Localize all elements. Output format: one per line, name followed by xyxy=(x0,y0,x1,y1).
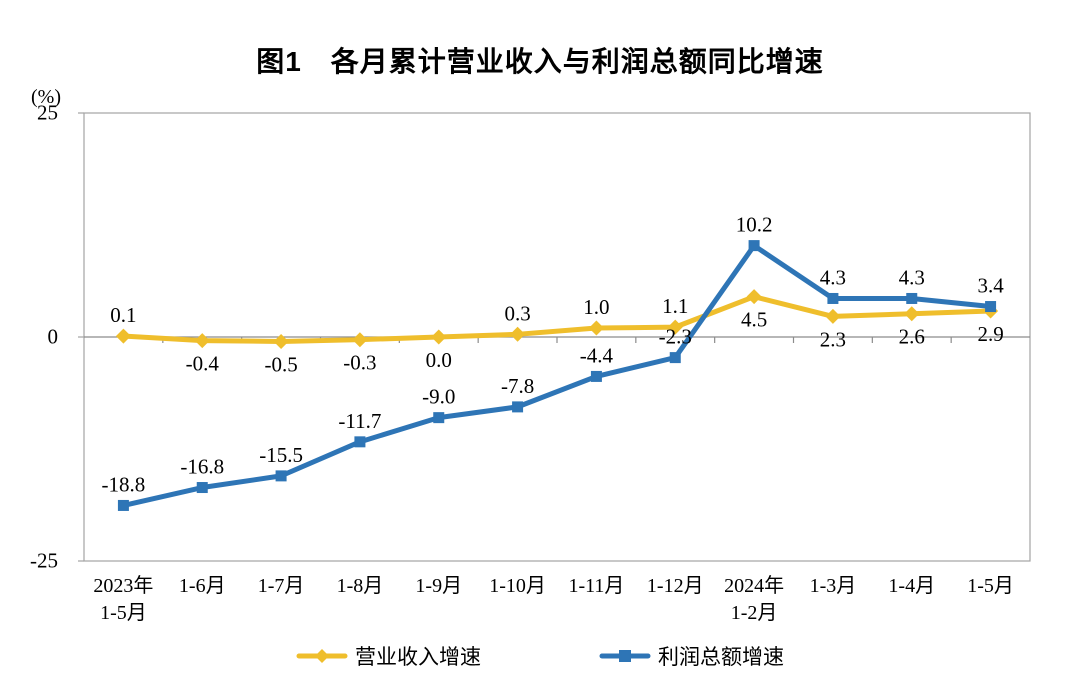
data-point-marker xyxy=(510,326,526,342)
data-label: -4.4 xyxy=(580,343,614,367)
data-label: 2.3 xyxy=(820,327,846,351)
data-label: -0.3 xyxy=(343,351,376,375)
series-line xyxy=(120,294,994,344)
legend-marker-square xyxy=(619,650,631,662)
data-point-marker xyxy=(906,292,918,304)
y-tick-label-0: 0 xyxy=(47,324,59,349)
data-point-marker xyxy=(512,401,524,413)
data-point-marker xyxy=(748,240,760,252)
data-point-marker xyxy=(352,332,368,348)
data-label: -2.3 xyxy=(659,325,692,349)
x-axis-label: 2024年 1-2月 xyxy=(724,574,784,624)
legend-swatch-revenue xyxy=(296,649,348,663)
data-label: 2.9 xyxy=(977,322,1003,346)
x-axis-label: 1-9月 xyxy=(415,575,462,597)
legend-label-revenue: 营业收入增速 xyxy=(355,645,481,669)
data-label: -0.5 xyxy=(264,352,297,376)
data-point-marker xyxy=(117,499,129,511)
data-label: -0.4 xyxy=(186,352,220,376)
x-axis-label: 1-5月 xyxy=(967,575,1014,597)
x-axis-label: 1-12月 xyxy=(647,575,704,597)
data-point-marker xyxy=(825,308,841,324)
series-line xyxy=(120,243,994,508)
data-label: 0.0 xyxy=(426,348,452,372)
x-axis-label: 1-4月 xyxy=(888,575,935,597)
chart-title: 图1 各月累计营业收入与利润总额同比增速 xyxy=(256,46,824,77)
data-point-marker xyxy=(669,352,681,364)
legend-item-revenue: 营业收入增速 xyxy=(296,641,481,671)
x-axis-label: 1-10月 xyxy=(489,575,546,597)
data-point-marker xyxy=(667,319,683,335)
data-label: -11.7 xyxy=(338,409,381,433)
data-label: 3.4 xyxy=(977,274,1004,298)
data-point-marker xyxy=(354,436,366,448)
data-label: 0.3 xyxy=(504,301,530,325)
data-label: 4.3 xyxy=(899,265,925,289)
data-point-marker xyxy=(194,333,210,349)
legend-swatch-profit xyxy=(599,650,651,662)
data-label: -7.8 xyxy=(501,374,534,398)
data-label: 4.5 xyxy=(741,308,767,332)
data-label: 10.2 xyxy=(736,213,773,237)
data-point-marker xyxy=(273,333,289,349)
data-point-marker xyxy=(590,370,602,382)
x-axis-label: 1-11月 xyxy=(568,575,624,597)
legend-item-profit: 利润总额增速 xyxy=(599,641,784,671)
series-revenue: 0.1 -0.4 -0.5 -0.3 0.0 0.3 1.0 1.1 4.5 2.3 2.6 2.9 xyxy=(110,289,1004,376)
data-label: -16.8 xyxy=(180,455,224,479)
x-axis-label: 2023年 1-5月 xyxy=(93,574,153,624)
data-label: -15.5 xyxy=(259,443,303,467)
x-axis-label: 1-3月 xyxy=(810,575,857,597)
data-point-marker xyxy=(985,301,997,313)
data-point-marker xyxy=(904,306,920,322)
data-label: 4.3 xyxy=(820,265,846,289)
data-label: 1.1 xyxy=(662,294,688,318)
data-label: 0.1 xyxy=(110,303,136,327)
y-tick-label-25: 25 xyxy=(37,100,58,125)
x-axis-label: 1-7月 xyxy=(258,575,305,597)
data-label: -9.0 xyxy=(422,385,455,409)
legend-marker-diamond xyxy=(315,649,329,663)
data-point-marker xyxy=(431,329,447,345)
data-point-marker xyxy=(746,289,762,305)
y-tick-label-neg25: -25 xyxy=(30,548,58,573)
data-point-marker xyxy=(588,320,604,336)
y-axis-unit: (%) xyxy=(31,86,61,108)
data-point-marker xyxy=(275,470,287,482)
data-label: 1.0 xyxy=(583,295,609,319)
data-label: 2.6 xyxy=(899,325,925,349)
chart-legend: 营业收入增速 利润总额增速 xyxy=(0,641,1080,671)
x-axis-label: 1-6月 xyxy=(179,575,226,597)
data-label: -18.8 xyxy=(102,472,146,496)
x-axis-label: 1-8月 xyxy=(337,575,384,597)
legend-label-profit: 利润总额增速 xyxy=(658,645,784,669)
data-point-marker xyxy=(827,292,839,304)
data-point-marker xyxy=(433,412,445,424)
data-point-marker xyxy=(196,482,208,494)
series-profit: -18.8 -16.8 -15.5 -11.7 -9.0 -7.8 -4.4 -2.3 10.2… xyxy=(102,213,1004,511)
data-point-marker xyxy=(115,328,131,344)
